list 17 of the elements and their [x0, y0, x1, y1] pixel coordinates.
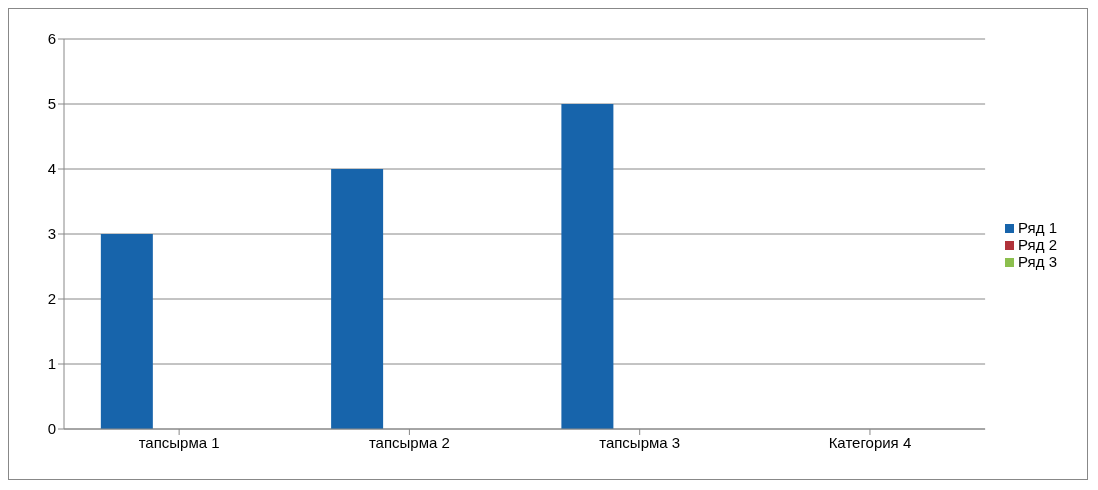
legend-label: Ряд 1 — [1018, 218, 1057, 236]
bar — [100, 234, 153, 429]
x-tick-label: Категория 4 — [828, 433, 912, 451]
x-tick-label: тапсырма 2 — [368, 433, 450, 451]
x-tick-label: тапсырма 1 — [138, 433, 220, 451]
x-tick-label: тапсырма 3 — [599, 433, 681, 451]
y-tick-label: 4 — [47, 160, 56, 178]
legend-label: Ряд 3 — [1018, 252, 1057, 270]
bar — [561, 104, 614, 429]
legend-label: Ряд 2 — [1018, 235, 1057, 253]
y-tick-label: 2 — [47, 290, 56, 308]
y-tick-label: 1 — [47, 355, 56, 373]
y-tick-label: 0 — [47, 420, 56, 438]
bar — [331, 169, 384, 429]
y-tick-label: 3 — [47, 225, 56, 243]
y-tick-label: 6 — [47, 30, 56, 48]
y-tick-label: 5 — [47, 95, 56, 113]
